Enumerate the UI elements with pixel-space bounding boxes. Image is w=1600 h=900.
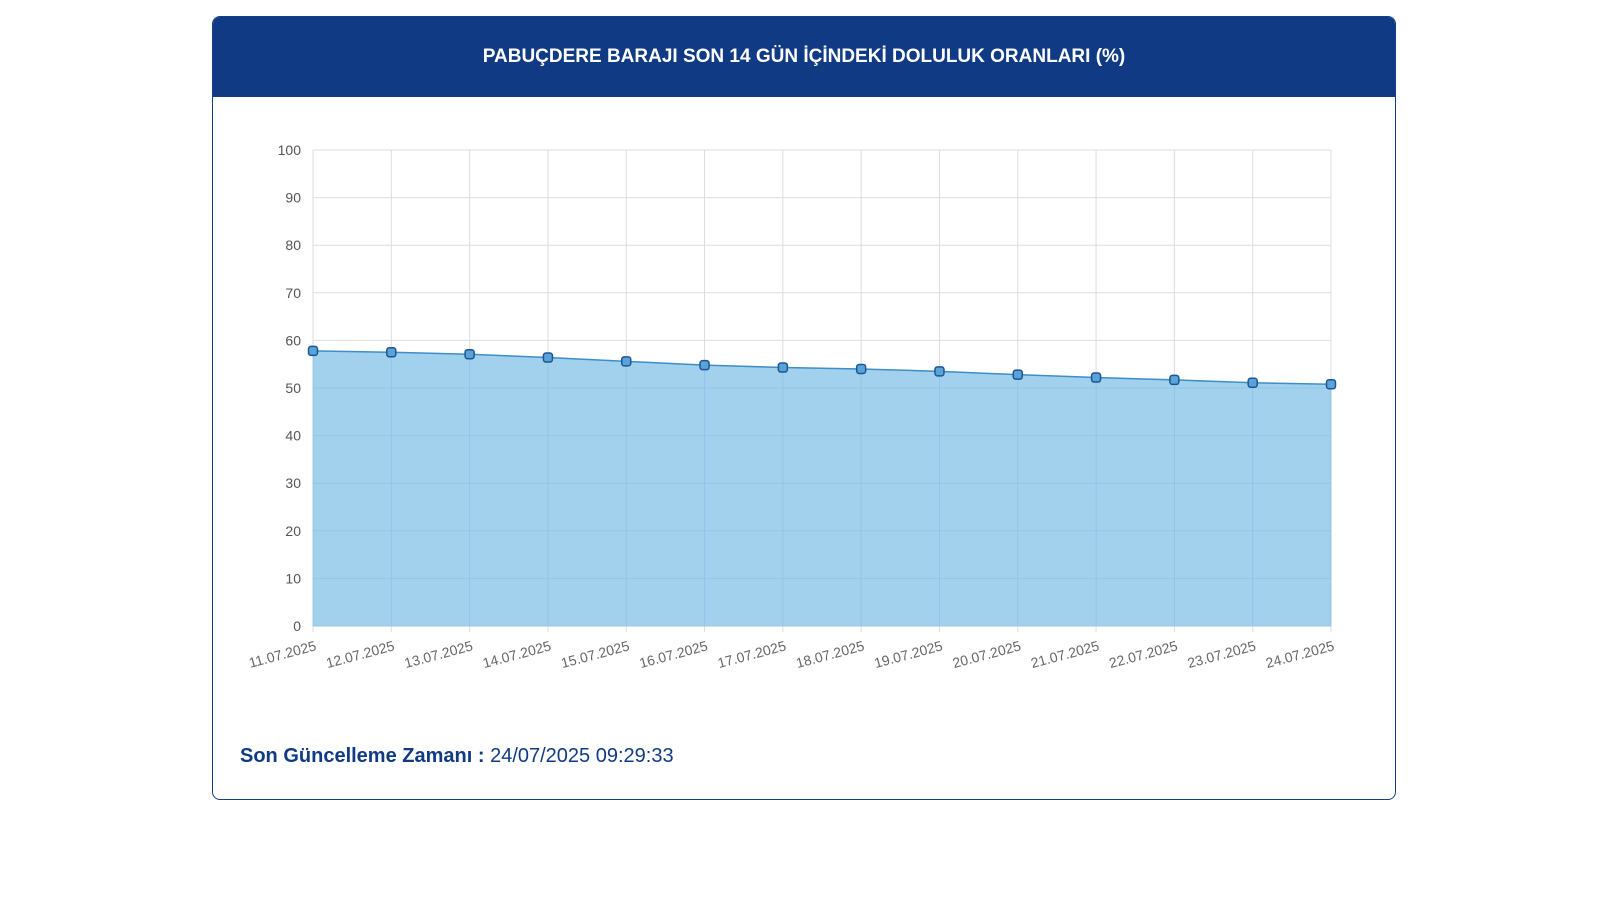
y-tick-label: 100 — [278, 142, 302, 158]
x-tick-label: 21.07.2025 — [1029, 637, 1101, 671]
data-point — [1012, 369, 1024, 380]
data-point — [699, 359, 710, 371]
data-point — [1247, 377, 1258, 389]
x-tick-label: 15.07.2025 — [559, 637, 631, 671]
y-tick-label: 0 — [293, 618, 301, 634]
y-tick-label: 90 — [285, 190, 301, 206]
x-tick-label: 17.07.2025 — [716, 637, 788, 671]
x-tick-label: 23.07.2025 — [1186, 637, 1258, 671]
data-point — [777, 362, 789, 373]
area-chart: 0 10 20 30 40 50 60 70 80 90 100 11.07.2025 12.07.20… — [247, 142, 1337, 671]
series-line — [312, 350, 1332, 385]
x-tick-label: 18.07.2025 — [794, 637, 866, 671]
x-tick-label: 16.07.2025 — [637, 637, 709, 671]
y-tick-label: 30 — [285, 475, 301, 491]
data-point — [934, 366, 945, 377]
x-tick-label: 24.07.2025 — [1264, 637, 1336, 671]
chart-area: 0 10 20 30 40 50 60 70 80 90 100 11.07.2025 12.07.20… — [213, 97, 1395, 717]
data-point — [855, 363, 867, 375]
data-point — [1169, 374, 1180, 386]
y-tick-label: 70 — [285, 285, 301, 301]
y-tick-label: 50 — [285, 380, 301, 396]
y-tick-label: 60 — [285, 332, 301, 348]
data-point — [620, 356, 632, 367]
x-tick-label: 19.07.2025 — [872, 637, 944, 671]
last-update: Son Güncelleme Zamanı : 24/07/2025 09:29… — [240, 745, 674, 768]
x-tick-label: 12.07.2025 — [324, 637, 396, 671]
chart-card: PABUÇDERE BARAJI SON 14 GÜN İÇİNDEKİ DOL… — [212, 16, 1396, 800]
data-point — [464, 348, 475, 360]
x-tick-label: 13.07.2025 — [403, 637, 475, 671]
x-tick-label: 11.07.2025 — [247, 637, 318, 670]
y-tick-label: 10 — [285, 570, 301, 586]
series-area — [313, 350, 1331, 626]
x-tick-label: 20.07.2025 — [951, 637, 1023, 671]
x-tick-label: 22.07.2025 — [1107, 637, 1179, 671]
chart-title: PABUÇDERE BARAJI SON 14 GÜN İÇİNDEKİ DOL… — [213, 17, 1395, 97]
data-point — [386, 347, 397, 358]
y-tick-label: 40 — [285, 428, 301, 444]
x-tick-label: 14.07.2025 — [481, 637, 553, 671]
y-tick-label: 20 — [285, 523, 301, 539]
data-point — [307, 345, 319, 357]
data-point — [1325, 378, 1337, 390]
last-update-value: 24/07/2025 09:29:33 — [484, 745, 674, 767]
y-tick-label: 80 — [285, 237, 301, 253]
last-update-label: Son Güncelleme Zamanı : — [240, 745, 485, 767]
data-point — [1090, 372, 1102, 383]
data-point — [542, 352, 554, 363]
